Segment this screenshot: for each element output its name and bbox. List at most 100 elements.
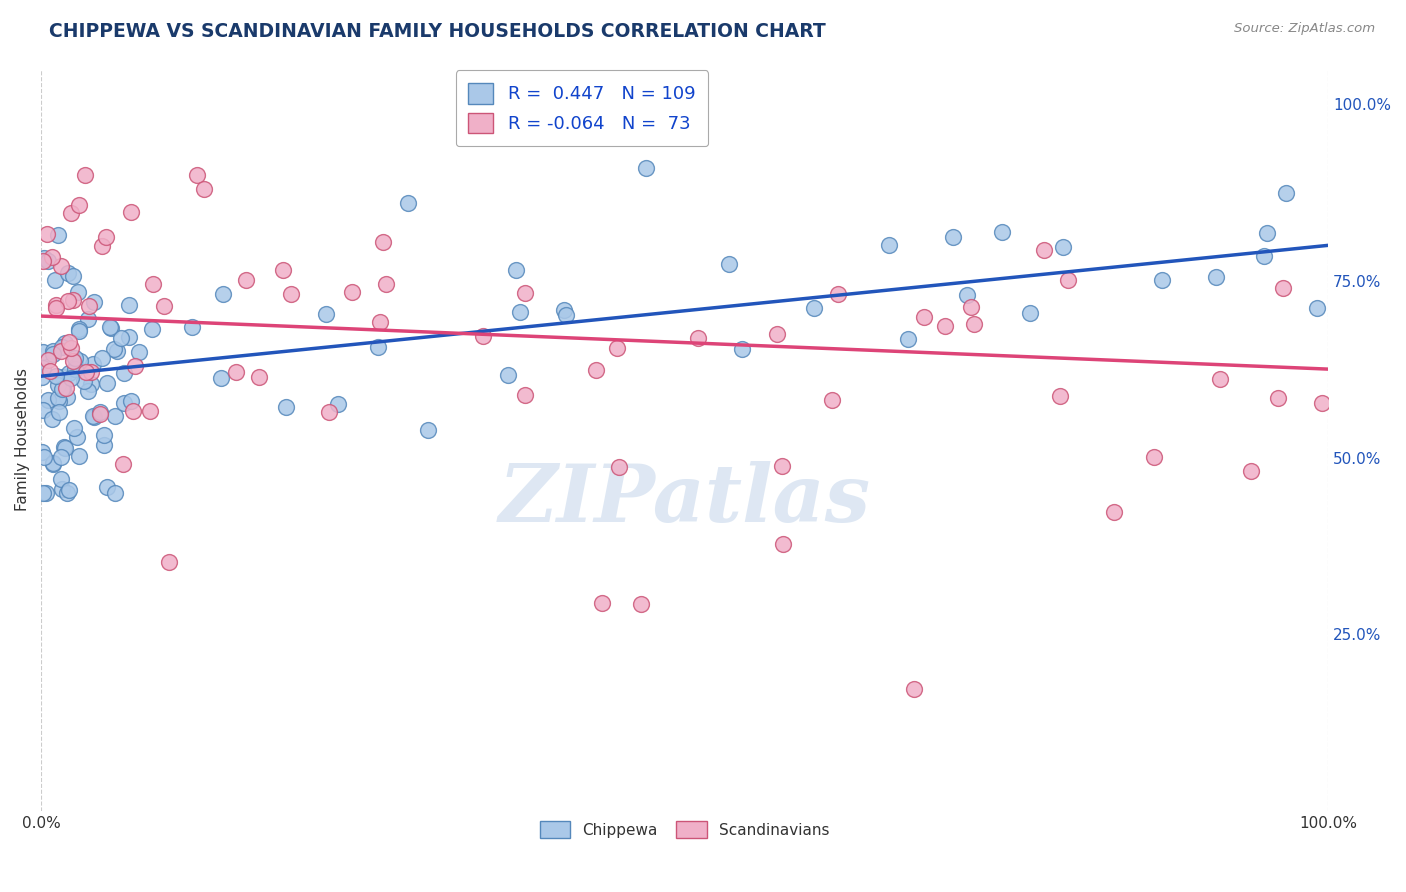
Point [83, 410, 105, 425]
Point [31, 403, 53, 417]
Point [416, 424, 439, 438]
Point [51, 340, 73, 354]
Point [53, 336, 76, 351]
Point [225, 364, 247, 378]
Point [398, 196, 420, 211]
Point [963, 317, 986, 331]
Point [46, 377, 69, 392]
Point [55, 486, 77, 500]
Point [273, 263, 295, 277]
Point [49, 259, 72, 273]
Point [105, 343, 128, 358]
Point [212, 286, 235, 301]
Point [956, 287, 979, 301]
Point [46, 392, 69, 406]
Point [76, 311, 98, 326]
Point [124, 359, 146, 373]
Point [100, 320, 122, 334]
Point [52, 370, 75, 384]
Point [318, 405, 340, 419]
Text: Source: ZipAtlas.com: Source: ZipAtlas.com [1234, 22, 1375, 36]
Point [66, 430, 89, 444]
Y-axis label: Family Households: Family Households [15, 368, 30, 511]
Point [62, 354, 84, 368]
Point [72, 374, 94, 388]
Point [688, 331, 710, 345]
Point [276, 400, 298, 414]
Point [1049, 389, 1071, 403]
Point [56, 266, 79, 280]
Point [209, 371, 232, 385]
Point [934, 319, 956, 334]
Point [91, 238, 114, 252]
Point [42, 456, 65, 470]
Point [1205, 269, 1227, 284]
Text: ZIPatlas: ZIPatlas [499, 460, 870, 538]
Point [636, 161, 658, 175]
Point [112, 366, 135, 380]
Point [877, 237, 900, 252]
Point [1240, 464, 1263, 478]
Point [1032, 243, 1054, 257]
Point [44, 273, 66, 287]
Point [765, 327, 787, 342]
Point [111, 457, 134, 471]
Point [93, 438, 115, 452]
Point [247, 370, 270, 384]
Text: CHIPPEWA VS SCANDINAVIAN FAMILY HOUSEHOLDS CORRELATION CHART: CHIPPEWA VS SCANDINAVIAN FAMILY HOUSEHOL… [49, 22, 825, 41]
Point [63, 420, 86, 434]
Point [56, 293, 79, 308]
Point [509, 305, 531, 319]
Point [803, 301, 825, 315]
Point [48, 405, 70, 419]
Point [553, 303, 575, 318]
Point [42, 457, 65, 471]
Point [41, 411, 63, 425]
Point [513, 387, 536, 401]
Point [120, 394, 142, 409]
Point [1150, 273, 1173, 287]
Point [32, 360, 55, 375]
Point [903, 681, 925, 696]
Point [58, 483, 80, 498]
Point [1018, 306, 1040, 320]
Point [1275, 186, 1298, 200]
Point [45, 298, 67, 312]
Point [1306, 301, 1329, 315]
Point [56, 390, 79, 404]
Point [45, 301, 67, 315]
Point [93, 427, 115, 442]
Point [32, 450, 55, 464]
Point [280, 286, 302, 301]
Point [75, 365, 97, 379]
Point [942, 230, 965, 244]
Point [496, 368, 519, 383]
Point [591, 596, 613, 610]
Point [32, 251, 55, 265]
Point [31, 369, 53, 384]
Point [51, 472, 73, 486]
Point [340, 285, 363, 299]
Point [897, 332, 920, 346]
Point [607, 459, 630, 474]
Point [52, 381, 75, 395]
Point [820, 392, 842, 407]
Point [827, 287, 849, 301]
Point [367, 340, 389, 354]
Point [67, 198, 90, 212]
Point [515, 286, 537, 301]
Point [80, 377, 103, 392]
Point [142, 277, 165, 292]
Point [89, 405, 111, 419]
Point [1310, 396, 1333, 410]
Point [181, 319, 204, 334]
Point [157, 555, 180, 569]
Point [471, 329, 494, 343]
Point [118, 298, 141, 312]
Point [45, 369, 67, 384]
Point [731, 342, 754, 356]
Point [65, 359, 87, 373]
Point [67, 324, 90, 338]
Point [104, 409, 127, 423]
Point [1267, 391, 1289, 405]
